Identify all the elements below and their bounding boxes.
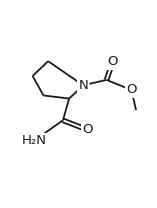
Text: H₂N: H₂N: [22, 134, 47, 147]
Text: O: O: [126, 83, 137, 97]
Text: O: O: [82, 123, 92, 136]
Text: N: N: [78, 79, 88, 92]
Text: O: O: [108, 56, 118, 68]
